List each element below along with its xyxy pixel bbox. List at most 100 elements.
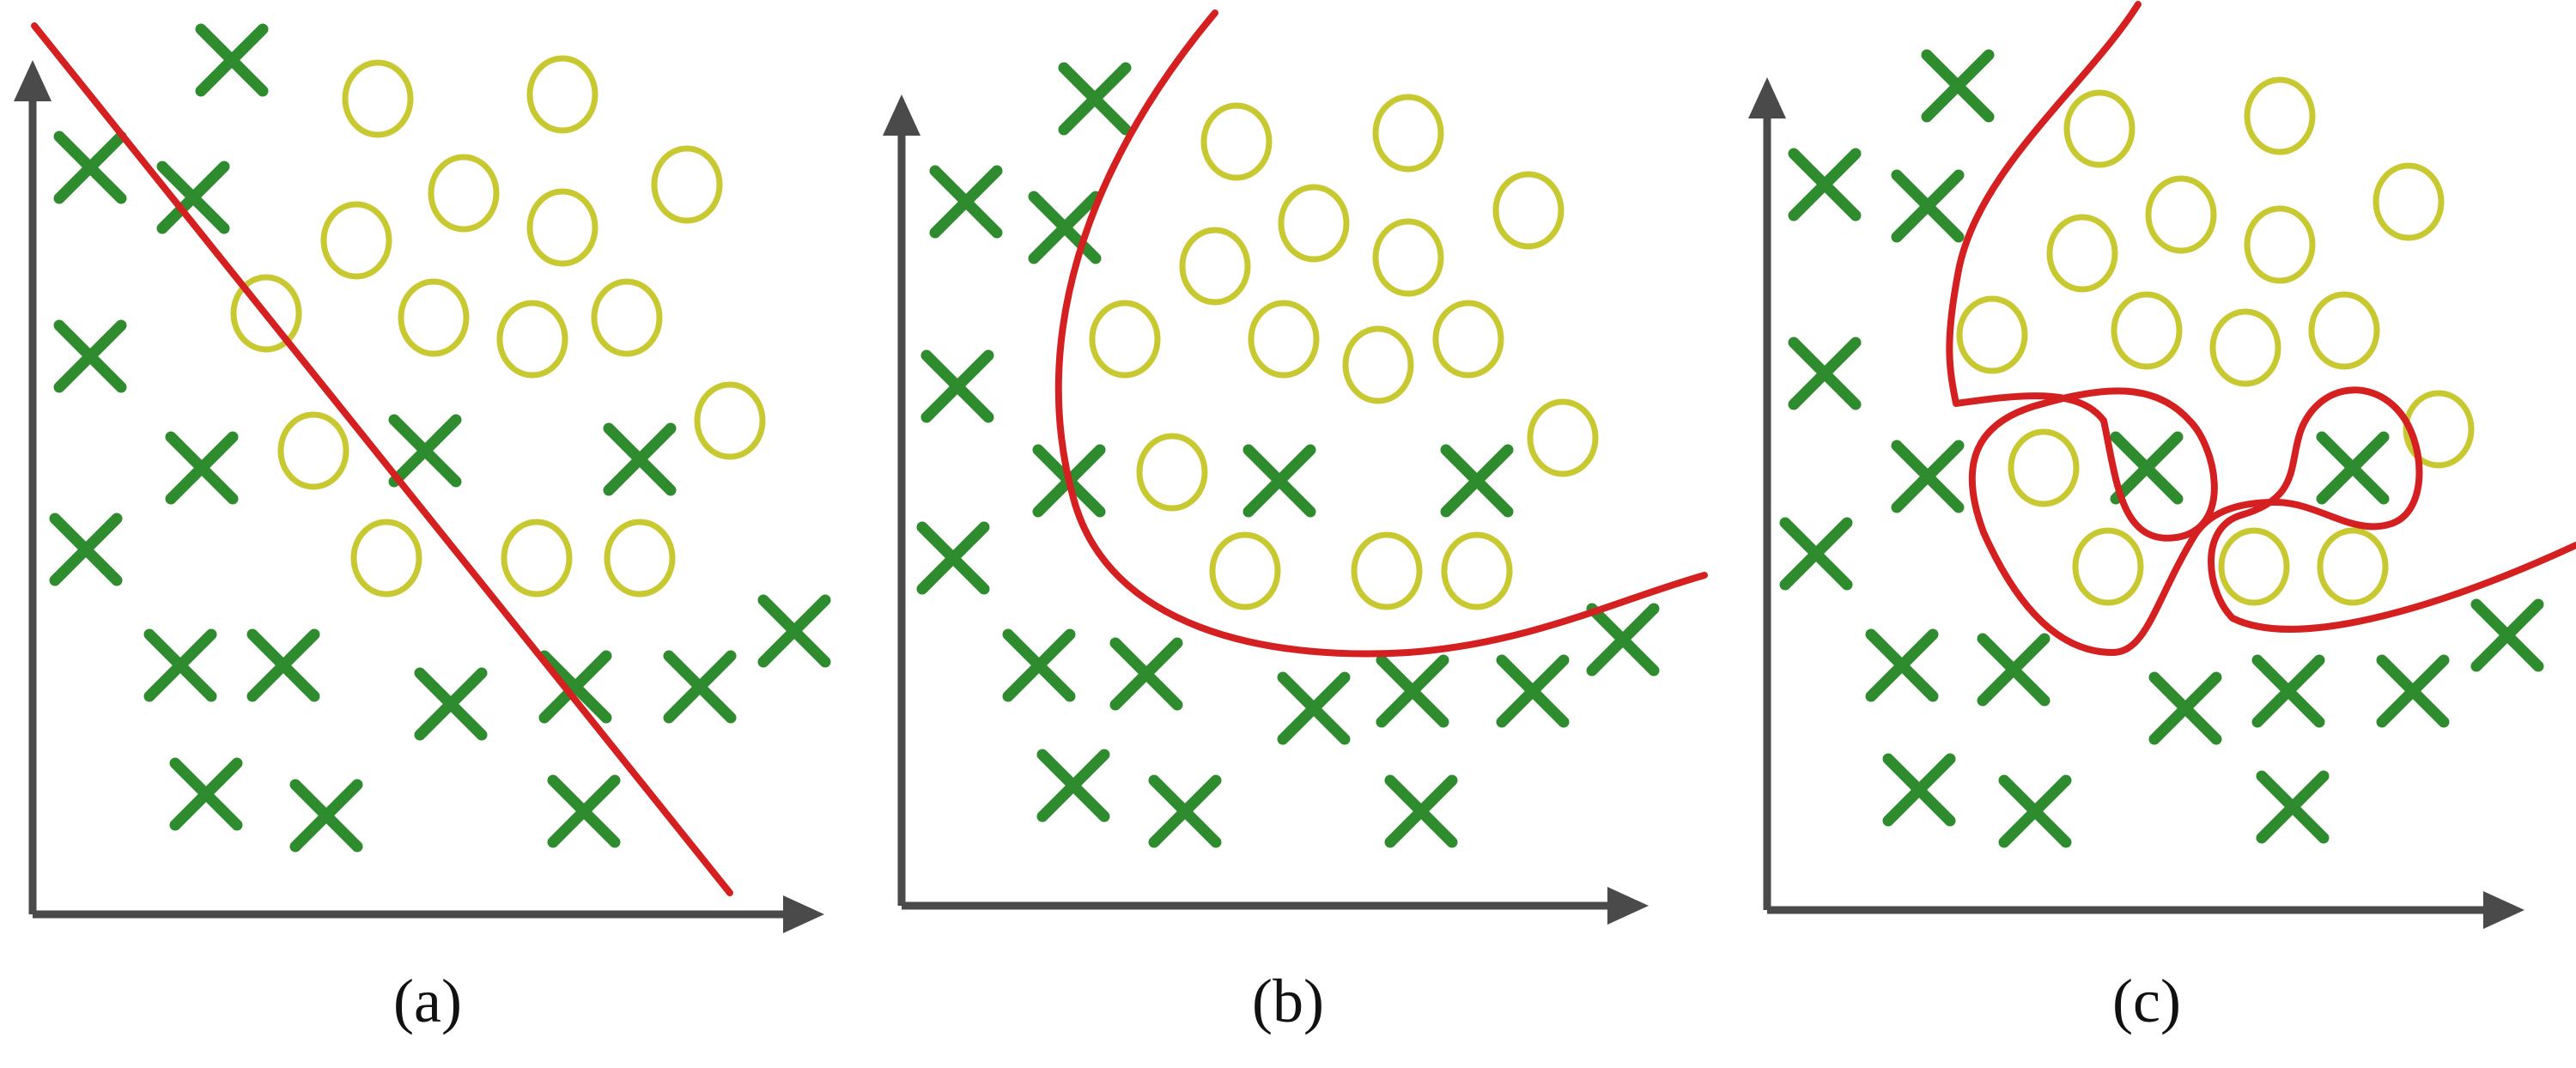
o-marker-c	[2046, 214, 2118, 293]
o-marker-c	[2308, 291, 2380, 370]
x-marker-c	[1882, 753, 1956, 827]
o-marker-c	[1956, 295, 2028, 374]
x-marker-a	[169, 757, 243, 831]
o-marker-c	[2072, 527, 2144, 606]
o-marker-a	[501, 519, 573, 598]
x-marker-c	[1998, 774, 2072, 848]
o-marker-a	[591, 278, 663, 357]
y-axis-arrow-a	[14, 60, 52, 101]
x-marker-a	[757, 594, 831, 668]
o-marker-b	[1342, 325, 1414, 404]
x-marker-b	[1384, 774, 1458, 848]
o-marker-c	[2403, 390, 2475, 469]
x-marker-c	[2376, 654, 2450, 728]
markers-a	[49, 23, 831, 853]
o-marker-a	[320, 201, 392, 280]
x-marker-b	[1496, 654, 1570, 728]
x-marker-c	[2316, 431, 2390, 505]
x-axis-arrow-c	[2483, 891, 2524, 929]
markers-c	[1779, 49, 2544, 848]
o-marker-a	[277, 411, 349, 490]
decision-boundary-a	[31, 22, 733, 896]
o-marker-b	[1209, 531, 1281, 610]
x-marker-b	[1440, 444, 1514, 518]
o-marker-b	[1432, 300, 1504, 379]
x-marker-c	[2148, 671, 2222, 745]
o-marker-a	[651, 145, 723, 224]
o-marker-c	[2244, 76, 2316, 155]
o-marker-c	[2145, 175, 2217, 254]
x-marker-c	[1891, 169, 1965, 243]
o-marker-c	[2209, 308, 2281, 387]
o-marker-b	[1441, 531, 1513, 610]
o-marker-b	[1492, 171, 1564, 250]
x-marker-a	[49, 513, 123, 586]
o-marker-b	[1248, 300, 1320, 379]
x-marker-a	[603, 422, 677, 496]
x-marker-b	[1109, 637, 1183, 711]
markers-b	[916, 62, 1660, 848]
x-marker-c	[2256, 770, 2330, 844]
x-marker-a	[53, 319, 127, 393]
x-marker-b	[1376, 654, 1449, 728]
x-marker-a	[165, 431, 239, 505]
decision-boundary-c-left-loop	[1968, 387, 2218, 656]
o-marker-c	[2008, 428, 2080, 507]
o-marker-a	[526, 55, 598, 134]
x-marker-c	[2251, 654, 2325, 728]
x-axis-arrow-a	[783, 895, 824, 933]
o-marker-c	[2317, 527, 2389, 606]
x-marker-a	[53, 130, 127, 204]
o-marker-c	[2111, 291, 2183, 370]
x-marker-a	[143, 628, 217, 702]
x-marker-c	[1977, 633, 2050, 707]
x-marker-b	[1586, 603, 1660, 677]
x-marker-b	[1277, 671, 1351, 745]
x-marker-c	[2110, 431, 2184, 505]
y-axis-arrow-c	[1748, 77, 1786, 118]
x-marker-c	[1891, 440, 1965, 513]
axes-a	[14, 60, 824, 933]
o-marker-a	[694, 381, 766, 460]
decision-boundary-c-upper	[1946, 1, 2142, 424]
o-marker-a	[230, 274, 302, 353]
x-marker-b	[1002, 628, 1076, 702]
caption-b: (b)	[1252, 967, 1324, 1035]
x-marker-c	[1779, 517, 1853, 591]
x-marker-b	[1058, 62, 1132, 136]
x-marker-a	[547, 774, 621, 848]
x-marker-b	[916, 521, 990, 595]
x-marker-a	[156, 161, 230, 234]
x-marker-b	[1036, 749, 1110, 822]
x-axis-arrow-b	[1607, 887, 1649, 925]
o-marker-a	[350, 519, 422, 598]
o-marker-b	[1351, 531, 1423, 610]
panel-c: (c)	[1748, 1, 2576, 1035]
x-marker-a	[289, 779, 363, 853]
o-marker-a	[342, 59, 414, 138]
o-marker-b	[1179, 227, 1251, 306]
x-marker-a	[538, 650, 612, 724]
x-marker-c	[1788, 148, 1862, 221]
x-marker-a	[388, 414, 462, 488]
x-marker-b	[1028, 191, 1102, 264]
x-marker-b	[1148, 774, 1222, 848]
x-marker-a	[414, 667, 488, 741]
x-marker-c	[1865, 628, 1939, 702]
panel-a: (a)	[14, 22, 831, 1035]
x-marker-a	[246, 628, 320, 702]
o-marker-b	[1089, 300, 1161, 379]
axes-c	[1748, 77, 2524, 929]
o-marker-b	[1372, 94, 1444, 173]
o-marker-c	[2063, 89, 2136, 168]
x-marker-c	[1788, 337, 1862, 410]
o-marker-b	[1136, 433, 1208, 512]
o-marker-a	[496, 300, 568, 379]
panel-b: (b)	[883, 9, 1708, 1035]
caption-a: (a)	[393, 967, 462, 1035]
o-marker-c	[2372, 162, 2445, 241]
caption-c: (c)	[2112, 967, 2181, 1035]
x-marker-b	[920, 349, 994, 423]
o-marker-b	[1278, 184, 1350, 263]
